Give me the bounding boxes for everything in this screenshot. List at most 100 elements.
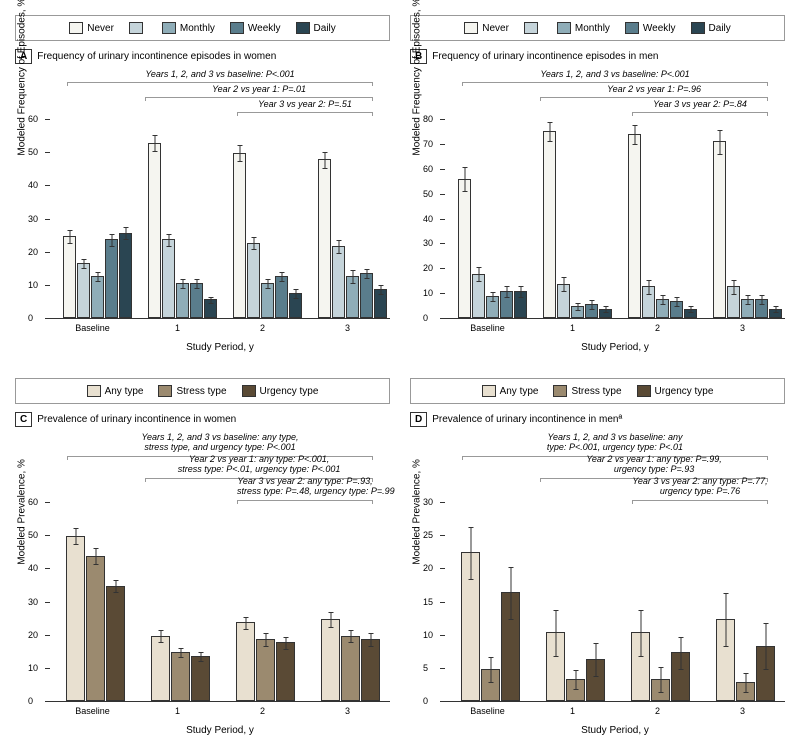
legend-swatch (691, 22, 705, 34)
legend-label: Any type (500, 386, 539, 397)
y-axis-label: Modeled Frequency of Episodes, % (412, 0, 423, 156)
error-bar (285, 637, 286, 650)
y-tick (440, 243, 445, 244)
bar (566, 679, 585, 701)
y-tick-label: 0 (28, 313, 33, 323)
legend-item: Urgency type (637, 385, 714, 397)
error-bar (196, 279, 197, 289)
y-tick-label: 20 (423, 263, 433, 273)
annotation-text: Years 1, 2, and 3 vs baseline: anytype: … (462, 432, 768, 452)
bar (501, 592, 520, 701)
bar (162, 239, 175, 318)
error-bar (634, 125, 635, 145)
bar (755, 299, 768, 319)
legend-swatch (230, 22, 244, 34)
legend-item: Stress type (553, 385, 621, 397)
bar (86, 556, 105, 701)
y-tick-label: 0 (28, 696, 33, 706)
y-tick-label: 80 (423, 114, 433, 124)
error-bar (380, 285, 381, 295)
error-bar (350, 630, 351, 643)
x-tick-label: 1 (175, 323, 180, 333)
bar (671, 652, 690, 701)
error-bar (605, 306, 606, 314)
x-axis-label: Study Period, y (50, 725, 390, 736)
error-bar (111, 234, 112, 247)
y-tick-label: 20 (28, 630, 38, 640)
error-bar (520, 286, 521, 299)
y-tick (45, 318, 50, 319)
y-axis-label: Modeled Prevalence, % (412, 459, 423, 565)
bar (514, 291, 527, 318)
error-bar (352, 270, 353, 283)
bar (656, 299, 669, 319)
legend-frequency: NeverMonthlyWeeklyDaily (15, 15, 390, 41)
bar (631, 632, 650, 701)
legend-item: Urgency type (242, 385, 319, 397)
annotation-bracket (237, 112, 373, 116)
error-bar (75, 528, 76, 545)
y-tick-label: 10 (28, 280, 38, 290)
bar (727, 286, 740, 318)
error-bar (506, 286, 507, 299)
error-bar (660, 667, 661, 694)
chart: Modeled Prevalence, %0102030405060Baseli… (50, 502, 390, 722)
error-bar (281, 272, 282, 282)
figure-container: NeverMonthlyWeeklyDailyAFrequency of uri… (15, 15, 785, 736)
y-tick (440, 144, 445, 145)
y-axis-label: Modeled Prevalence, % (17, 459, 28, 565)
bar (628, 134, 641, 319)
y-tick (440, 568, 445, 569)
bar-group (148, 143, 217, 318)
legend-label: Weekly (643, 23, 676, 34)
bar (481, 669, 500, 701)
error-bar (97, 272, 98, 282)
legend-swatch (296, 22, 310, 34)
x-tick-label: 3 (345, 323, 350, 333)
y-tick (45, 285, 50, 286)
bar (66, 536, 85, 701)
annotation-text: Year 3 vs year 2: P=.84 (632, 99, 768, 109)
bar (233, 153, 246, 318)
error-bar (761, 295, 762, 305)
y-tick (45, 502, 50, 503)
error-bar (492, 292, 493, 302)
bar (91, 276, 104, 318)
bar-group (631, 632, 690, 701)
y-tick (45, 219, 50, 220)
error-bar (765, 623, 766, 670)
y-tick (45, 185, 50, 186)
bar (500, 291, 513, 318)
panel-letter: C (15, 412, 32, 427)
legend-item: Any type (482, 385, 539, 397)
legend-swatch (524, 22, 538, 34)
legend-swatch (482, 385, 496, 397)
y-tick (45, 252, 50, 253)
y-tick-label: 5 (423, 663, 428, 673)
y-tick (45, 568, 50, 569)
y-tick-label: 10 (423, 630, 433, 640)
bar (332, 246, 345, 318)
error-bar (680, 637, 681, 670)
legend-label: Urgency type (260, 386, 319, 397)
error-bar (180, 648, 181, 658)
chart: Modeled Frequency of Episodes, %01020304… (50, 119, 390, 339)
y-tick (440, 293, 445, 294)
y-tick-label: 0 (423, 313, 428, 323)
y-tick-label: 60 (28, 497, 38, 507)
bar-group (713, 141, 782, 318)
bar (741, 299, 754, 319)
error-bar (676, 297, 677, 307)
bar (543, 131, 556, 318)
legend-item: Weekly (230, 22, 281, 34)
bar (321, 619, 340, 701)
error-bar (245, 617, 246, 630)
y-tick-label: 30 (423, 238, 433, 248)
bar-group (66, 536, 125, 701)
legend-item: Never (69, 22, 114, 34)
error-bar (464, 167, 465, 192)
error-bar (330, 612, 331, 629)
y-tick-label: 0 (423, 696, 428, 706)
bar (670, 301, 683, 318)
panel-title-text: Prevalence of urinary incontinence in wo… (37, 414, 236, 425)
